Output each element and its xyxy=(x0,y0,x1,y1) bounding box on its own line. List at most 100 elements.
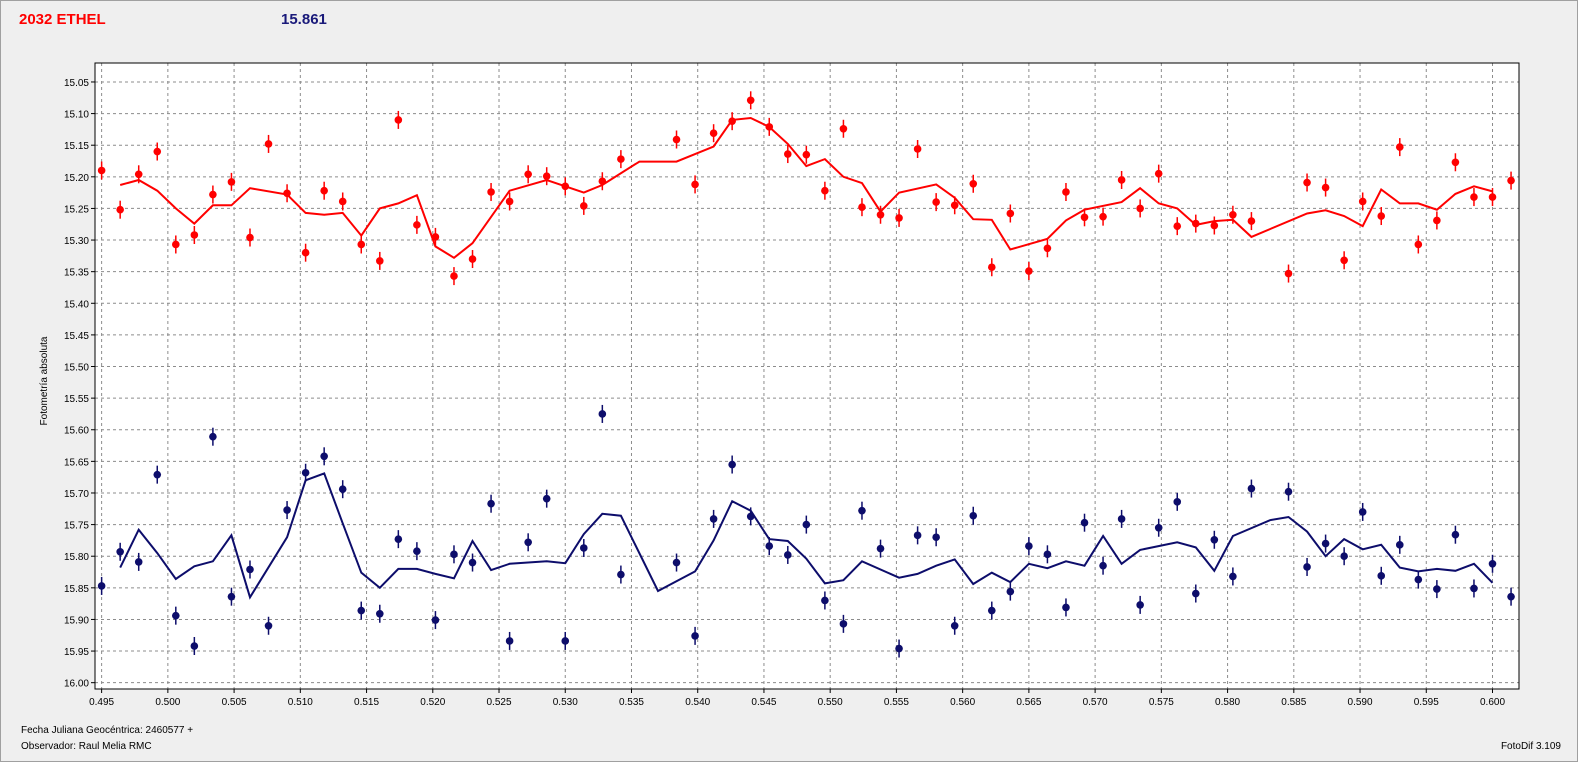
y-tick-label: 15.90 xyxy=(64,615,89,626)
y-axis-label: Fotometría absoluta xyxy=(39,336,50,426)
data-point-blue xyxy=(1154,523,1163,532)
data-point-red xyxy=(1284,269,1293,278)
y-tick-label: 15.60 xyxy=(64,426,89,437)
y-tick-label: 15.70 xyxy=(64,489,89,500)
data-point-red xyxy=(561,182,570,191)
data-point-blue xyxy=(765,542,774,550)
data-point-red xyxy=(1006,209,1015,218)
data-point-red xyxy=(1210,221,1219,230)
data-point-red xyxy=(1136,204,1144,213)
data-point-blue xyxy=(1358,508,1367,516)
data-point-red xyxy=(283,189,291,198)
data-point-red xyxy=(1173,222,1182,230)
data-point-red xyxy=(376,257,384,265)
data-point-blue xyxy=(932,533,940,542)
data-point-red xyxy=(1321,183,1330,192)
x-tick-label: 0.535 xyxy=(619,697,644,708)
data-point-blue xyxy=(950,621,959,630)
data-point-blue xyxy=(338,485,347,493)
y-tick-label: 15.65 xyxy=(64,457,89,468)
data-point-red xyxy=(1191,219,1200,228)
data-point-red xyxy=(913,145,922,153)
data-point-blue xyxy=(1488,560,1497,568)
data-point-blue xyxy=(172,611,180,620)
data-point-blue xyxy=(1433,585,1441,593)
data-point-red xyxy=(357,240,366,249)
y-tick-label: 15.95 xyxy=(64,647,89,658)
data-point-red xyxy=(1080,213,1089,222)
data-point-red xyxy=(728,117,736,125)
data-point-red xyxy=(190,231,199,239)
data-point-red xyxy=(746,96,755,105)
x-tick-label: 0.525 xyxy=(487,697,512,708)
data-point-blue xyxy=(431,616,440,624)
data-point-blue xyxy=(505,637,514,645)
y-tick-label: 16.00 xyxy=(64,679,89,690)
y-tick-label: 15.50 xyxy=(64,363,89,374)
data-point-blue xyxy=(1191,589,1200,598)
data-point-red xyxy=(1229,210,1237,219)
plot-border xyxy=(94,62,1520,690)
data-point-blue xyxy=(839,620,848,628)
data-point-red xyxy=(783,150,792,158)
data-point-blue xyxy=(1043,550,1052,559)
x-tick-label: 0.540 xyxy=(685,697,710,708)
data-point-red xyxy=(505,197,514,206)
y-tick-label: 15.55 xyxy=(64,394,89,405)
data-point-red xyxy=(858,203,866,211)
object-name-label: 2032 ETHEL xyxy=(19,11,106,28)
data-point-red xyxy=(153,147,162,156)
data-point-blue xyxy=(301,468,310,477)
data-point-red xyxy=(579,202,588,210)
y-tick-label: 15.05 xyxy=(64,78,89,89)
mean-magnitude-label: 15.861 xyxy=(281,11,327,28)
y-tick-label: 15.85 xyxy=(64,584,89,595)
data-point-blue xyxy=(450,550,458,559)
data-point-red xyxy=(1507,176,1515,185)
data-point-blue xyxy=(209,432,217,441)
data-point-blue xyxy=(895,644,903,653)
data-point-blue xyxy=(1470,584,1478,593)
data-point-red xyxy=(338,197,347,206)
y-tick-label: 15.80 xyxy=(64,552,89,563)
data-point-blue xyxy=(728,460,736,469)
data-point-red xyxy=(209,190,217,199)
data-point-red xyxy=(264,140,273,148)
x-tick-label: 0.550 xyxy=(818,697,843,708)
data-point-blue xyxy=(746,512,755,521)
data-point-blue xyxy=(783,551,792,559)
data-point-red xyxy=(1395,143,1404,151)
x-tick-label: 0.555 xyxy=(884,697,909,708)
data-point-blue xyxy=(134,558,143,566)
data-point-red xyxy=(468,255,477,263)
data-point-red xyxy=(246,233,254,242)
y-tick-label: 15.35 xyxy=(64,268,89,279)
data-point-blue xyxy=(1229,572,1237,581)
data-point-red xyxy=(542,172,551,180)
data-point-blue xyxy=(1025,542,1033,550)
data-point-red xyxy=(1025,267,1033,275)
data-point-blue xyxy=(1173,498,1182,506)
data-point-blue xyxy=(283,506,291,514)
data-point-blue xyxy=(1099,561,1107,570)
data-point-blue xyxy=(320,452,328,461)
observer-label: Observador: Raul Melia RMC xyxy=(21,741,152,752)
data-point-blue xyxy=(97,582,106,590)
data-point-blue xyxy=(1006,587,1015,596)
x-tick-label: 0.520 xyxy=(420,697,445,708)
data-point-blue xyxy=(691,632,699,640)
data-point-red xyxy=(765,123,774,131)
software-version-label: FotoDif 3.109 xyxy=(1500,741,1561,752)
data-point-blue xyxy=(1340,552,1348,561)
data-point-blue xyxy=(246,565,254,574)
data-point-red xyxy=(876,210,885,219)
data-point-red xyxy=(524,170,532,179)
data-point-blue xyxy=(1136,601,1144,609)
data-point-red xyxy=(97,166,106,175)
data-point-red xyxy=(987,263,996,272)
data-point-blue xyxy=(1321,539,1330,548)
data-point-blue xyxy=(598,410,607,418)
data-point-blue xyxy=(264,621,273,630)
data-point-red xyxy=(1154,169,1163,178)
